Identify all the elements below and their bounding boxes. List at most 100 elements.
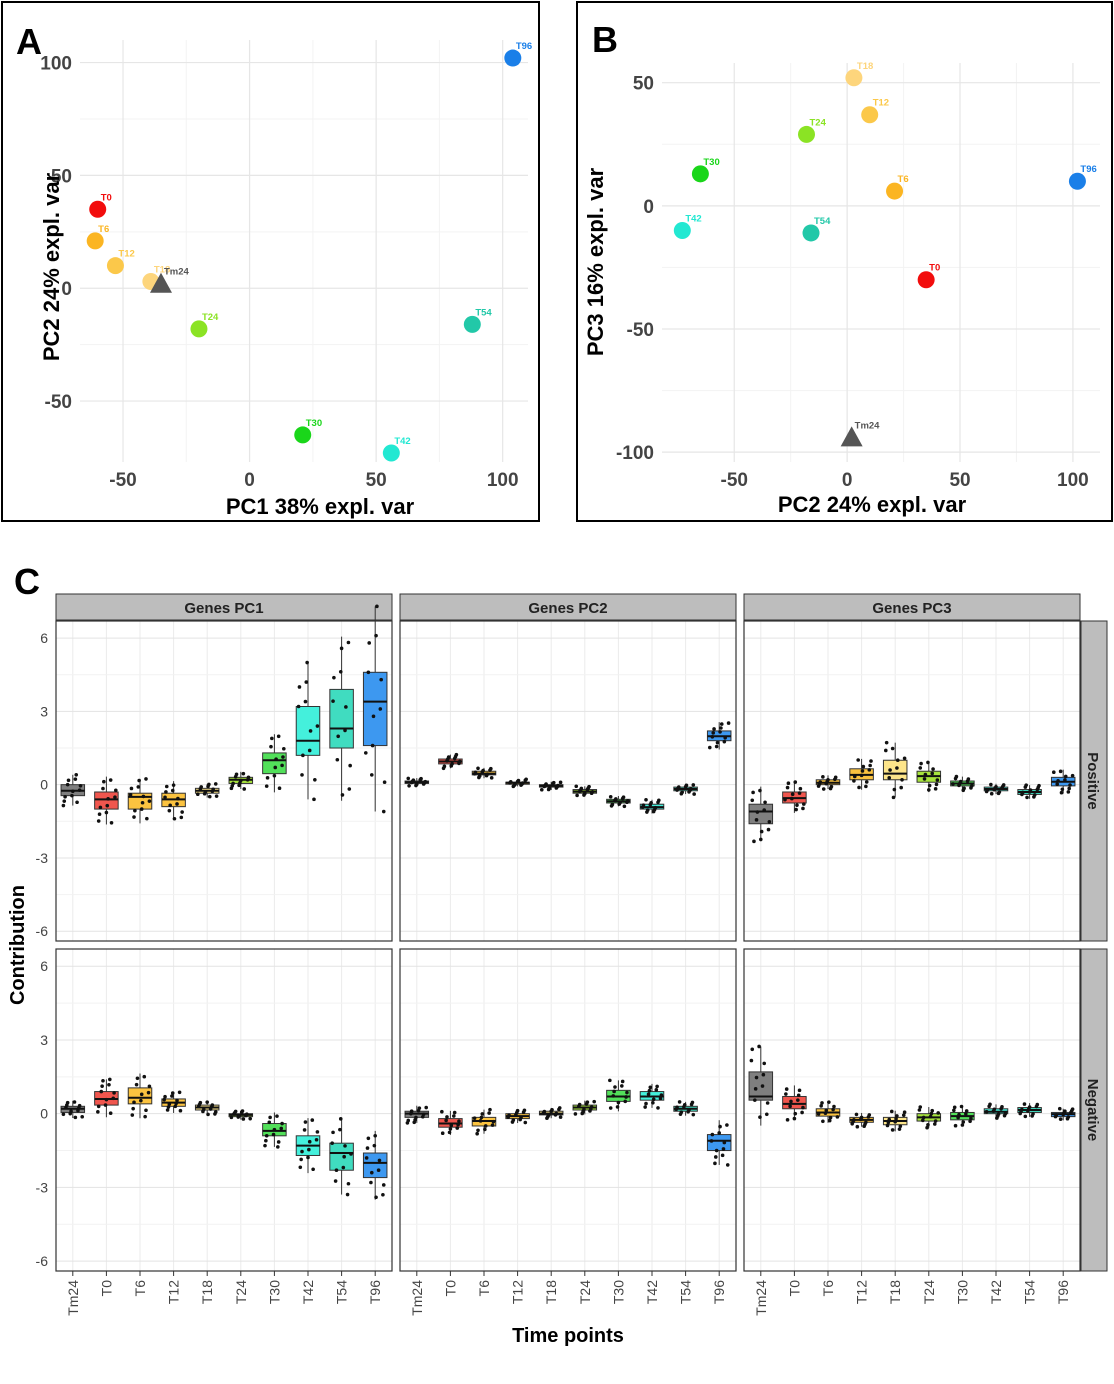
jitter-point: [575, 793, 579, 798]
jitter-point: [164, 790, 168, 794]
jitter-point: [274, 757, 278, 761]
jitter-point: [653, 805, 658, 810]
jitter-point: [452, 1114, 456, 1118]
jitter-point: [280, 1121, 284, 1126]
jitter-point: [167, 808, 172, 813]
jitter-point: [761, 1072, 766, 1077]
jitter-point: [801, 1105, 805, 1110]
jitter-point: [852, 774, 857, 779]
facet-strip-negative: [1080, 948, 1108, 1272]
jitter-point: [558, 780, 563, 785]
jitter-point: [172, 816, 177, 821]
facet-border: [399, 948, 737, 1272]
jitter-point: [785, 1118, 790, 1122]
jitter-point: [129, 786, 134, 791]
jitter-point: [111, 1096, 116, 1101]
pca-b-ytick-label: 50: [633, 74, 654, 95]
time-point-tick-label: T24: [233, 1280, 249, 1304]
time-point-tick-label: T24: [577, 1280, 593, 1304]
jitter-point: [687, 1107, 691, 1112]
jitter-point: [934, 782, 939, 787]
jitter-point: [166, 1105, 171, 1109]
pca-b-point-label: T0: [929, 263, 940, 274]
jitter-point: [794, 807, 798, 812]
pca-a-point-label: T6: [98, 224, 109, 235]
jitter-point: [802, 802, 806, 806]
jitter-point: [207, 782, 211, 787]
jitter-point: [759, 837, 763, 842]
jitter-point: [675, 1105, 679, 1110]
jitter-point: [302, 1128, 307, 1132]
time-point-tick-label: T12: [510, 1280, 526, 1304]
jitter-point: [793, 1111, 798, 1116]
jitter-point: [276, 1140, 281, 1144]
jitter-point: [477, 774, 482, 778]
jitter-point: [677, 1100, 682, 1104]
jitter-point: [73, 1115, 78, 1120]
jitter-point: [476, 1128, 480, 1133]
jitter-point: [797, 1088, 802, 1093]
jitter-point: [515, 1108, 520, 1113]
jitter-point: [590, 789, 595, 794]
jitter-point: [234, 772, 239, 777]
jitter-point: [330, 1141, 334, 1145]
jitter-point: [446, 755, 451, 759]
jitter-point: [860, 769, 865, 773]
pca-a-point-t12: [106, 257, 124, 275]
jitter-point: [346, 640, 351, 645]
jitter-point: [859, 773, 864, 778]
jitter-point: [883, 748, 888, 753]
jitter-point: [709, 1139, 714, 1143]
jitter-point: [96, 1110, 100, 1114]
jitter-point: [550, 1107, 554, 1112]
jitter-point: [71, 789, 75, 794]
jitter-point: [445, 1115, 449, 1119]
jitter-point: [375, 604, 379, 609]
jitter-point: [112, 1091, 116, 1095]
jitter-point: [643, 1105, 647, 1109]
jitter-point: [889, 1109, 894, 1114]
jitter-point: [369, 1170, 374, 1175]
jitter-point: [1059, 790, 1064, 795]
jitter-point: [490, 1123, 495, 1127]
jitter-point: [712, 727, 716, 731]
jitter-point: [478, 1119, 483, 1123]
jitter-point: [511, 1118, 516, 1122]
jitter-point: [72, 1100, 77, 1104]
time-point-tick-label: T30: [954, 1280, 970, 1304]
time-point-tick-label: T42: [988, 1280, 1004, 1304]
pca-a-point-label: T0: [101, 192, 112, 203]
jitter-point: [854, 1112, 859, 1117]
jitter-point: [378, 707, 383, 711]
jitter-point: [890, 746, 895, 751]
pca-a-xtick-label: 0: [244, 470, 255, 491]
jitter-point: [279, 1126, 284, 1131]
pca-a-point-t24: [190, 320, 208, 338]
jitter-point: [827, 1100, 831, 1104]
panel-a-letter: A: [16, 21, 42, 62]
jitter-point: [272, 773, 277, 778]
contribution-tick-label: 3: [40, 703, 48, 719]
contribution-tick-label: 0: [40, 777, 48, 793]
jitter-point: [101, 1078, 105, 1083]
jitter-point: [108, 1077, 112, 1082]
time-point-tick-label: T18: [887, 1280, 903, 1304]
jitter-point: [338, 1117, 343, 1121]
contribution-tick-label: 0: [40, 1106, 48, 1122]
jitter-point: [626, 798, 630, 803]
jitter-point: [574, 784, 579, 789]
facet-strip-positive: [1080, 620, 1108, 942]
jitter-point: [177, 1090, 182, 1095]
facet-strip-label: Negative: [1084, 1079, 1101, 1142]
jitter-point: [450, 762, 454, 766]
jitter-point: [951, 782, 955, 786]
jitter-point: [816, 1112, 821, 1116]
jitter-point: [244, 1112, 249, 1117]
jitter-point: [713, 1161, 717, 1166]
panel-c-letter: C: [14, 561, 40, 602]
jitter-point: [885, 1123, 890, 1128]
jitter-point: [823, 1111, 828, 1115]
jitter-point: [895, 1114, 899, 1118]
jitter-point: [313, 777, 317, 782]
jitter-point: [755, 810, 760, 814]
